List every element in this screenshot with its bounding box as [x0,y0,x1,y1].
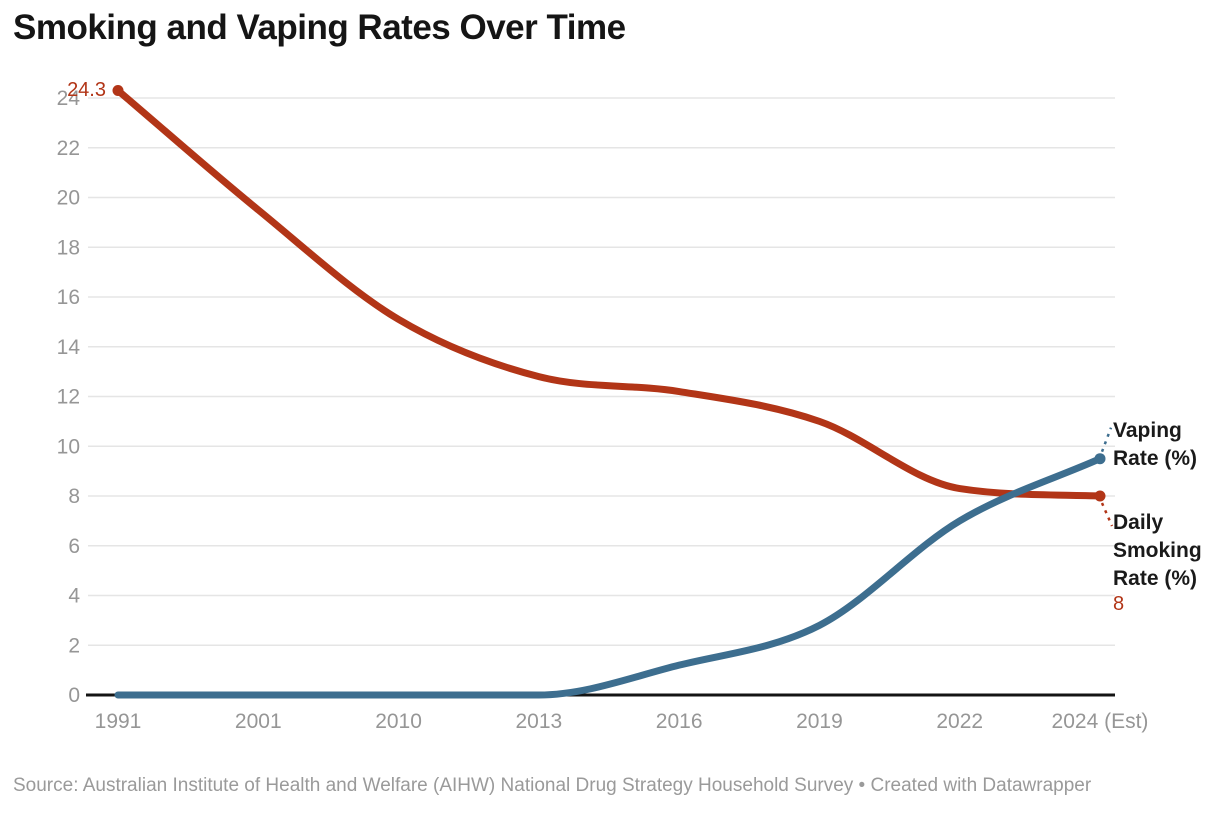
y-tick-label: 2 [68,634,80,657]
x-tick-label: 2001 [235,710,282,733]
y-tick-label: 10 [57,435,80,458]
y-tick-label: 18 [57,236,80,259]
vaping-label-leader-line [1100,427,1113,453]
x-tick-label: 1991 [95,710,142,733]
y-tick-label: 14 [57,336,81,359]
y-tick-label: 6 [68,535,80,558]
smoking-series-label: Daily Smoking Rate (%) [1113,511,1202,590]
y-tick-label: 16 [57,286,80,309]
chart-title: Smoking and Vaping Rates Over Time [13,8,626,47]
y-tick-label: 12 [57,386,80,409]
x-tick-label: 2019 [796,710,843,733]
y-tick-label: 22 [57,137,80,160]
y-tick-label: 8 [68,485,80,508]
vaping-line-end-dot [1094,453,1106,465]
x-tick-label: 2013 [515,710,562,733]
y-tick-label: 20 [57,187,80,210]
vaping-series-label: Vaping Rate (%) [1113,419,1198,470]
smoking-line-end-dot [1094,490,1106,502]
x-tick-label: 2016 [656,710,703,733]
x-tick-label: 2024 (Est) [1052,710,1149,733]
smoking-line [114,87,1104,500]
y-tick-label: 0 [68,684,80,707]
smoking-start-value-label: 24.3 [67,79,106,101]
y-tick-label: 24 [57,87,81,110]
x-tick-label: 2022 [936,710,983,733]
smoking-label-leader-line [1100,502,1114,527]
smoking-end-value-label: 8 [1113,593,1125,615]
vaping-line [114,455,1104,699]
smoking-line-start-dot [112,85,124,97]
x-tick-label: 2010 [375,710,422,733]
y-tick-label: 4 [68,585,80,608]
source-attribution: Source: Australian Institute of Health a… [13,775,1092,796]
